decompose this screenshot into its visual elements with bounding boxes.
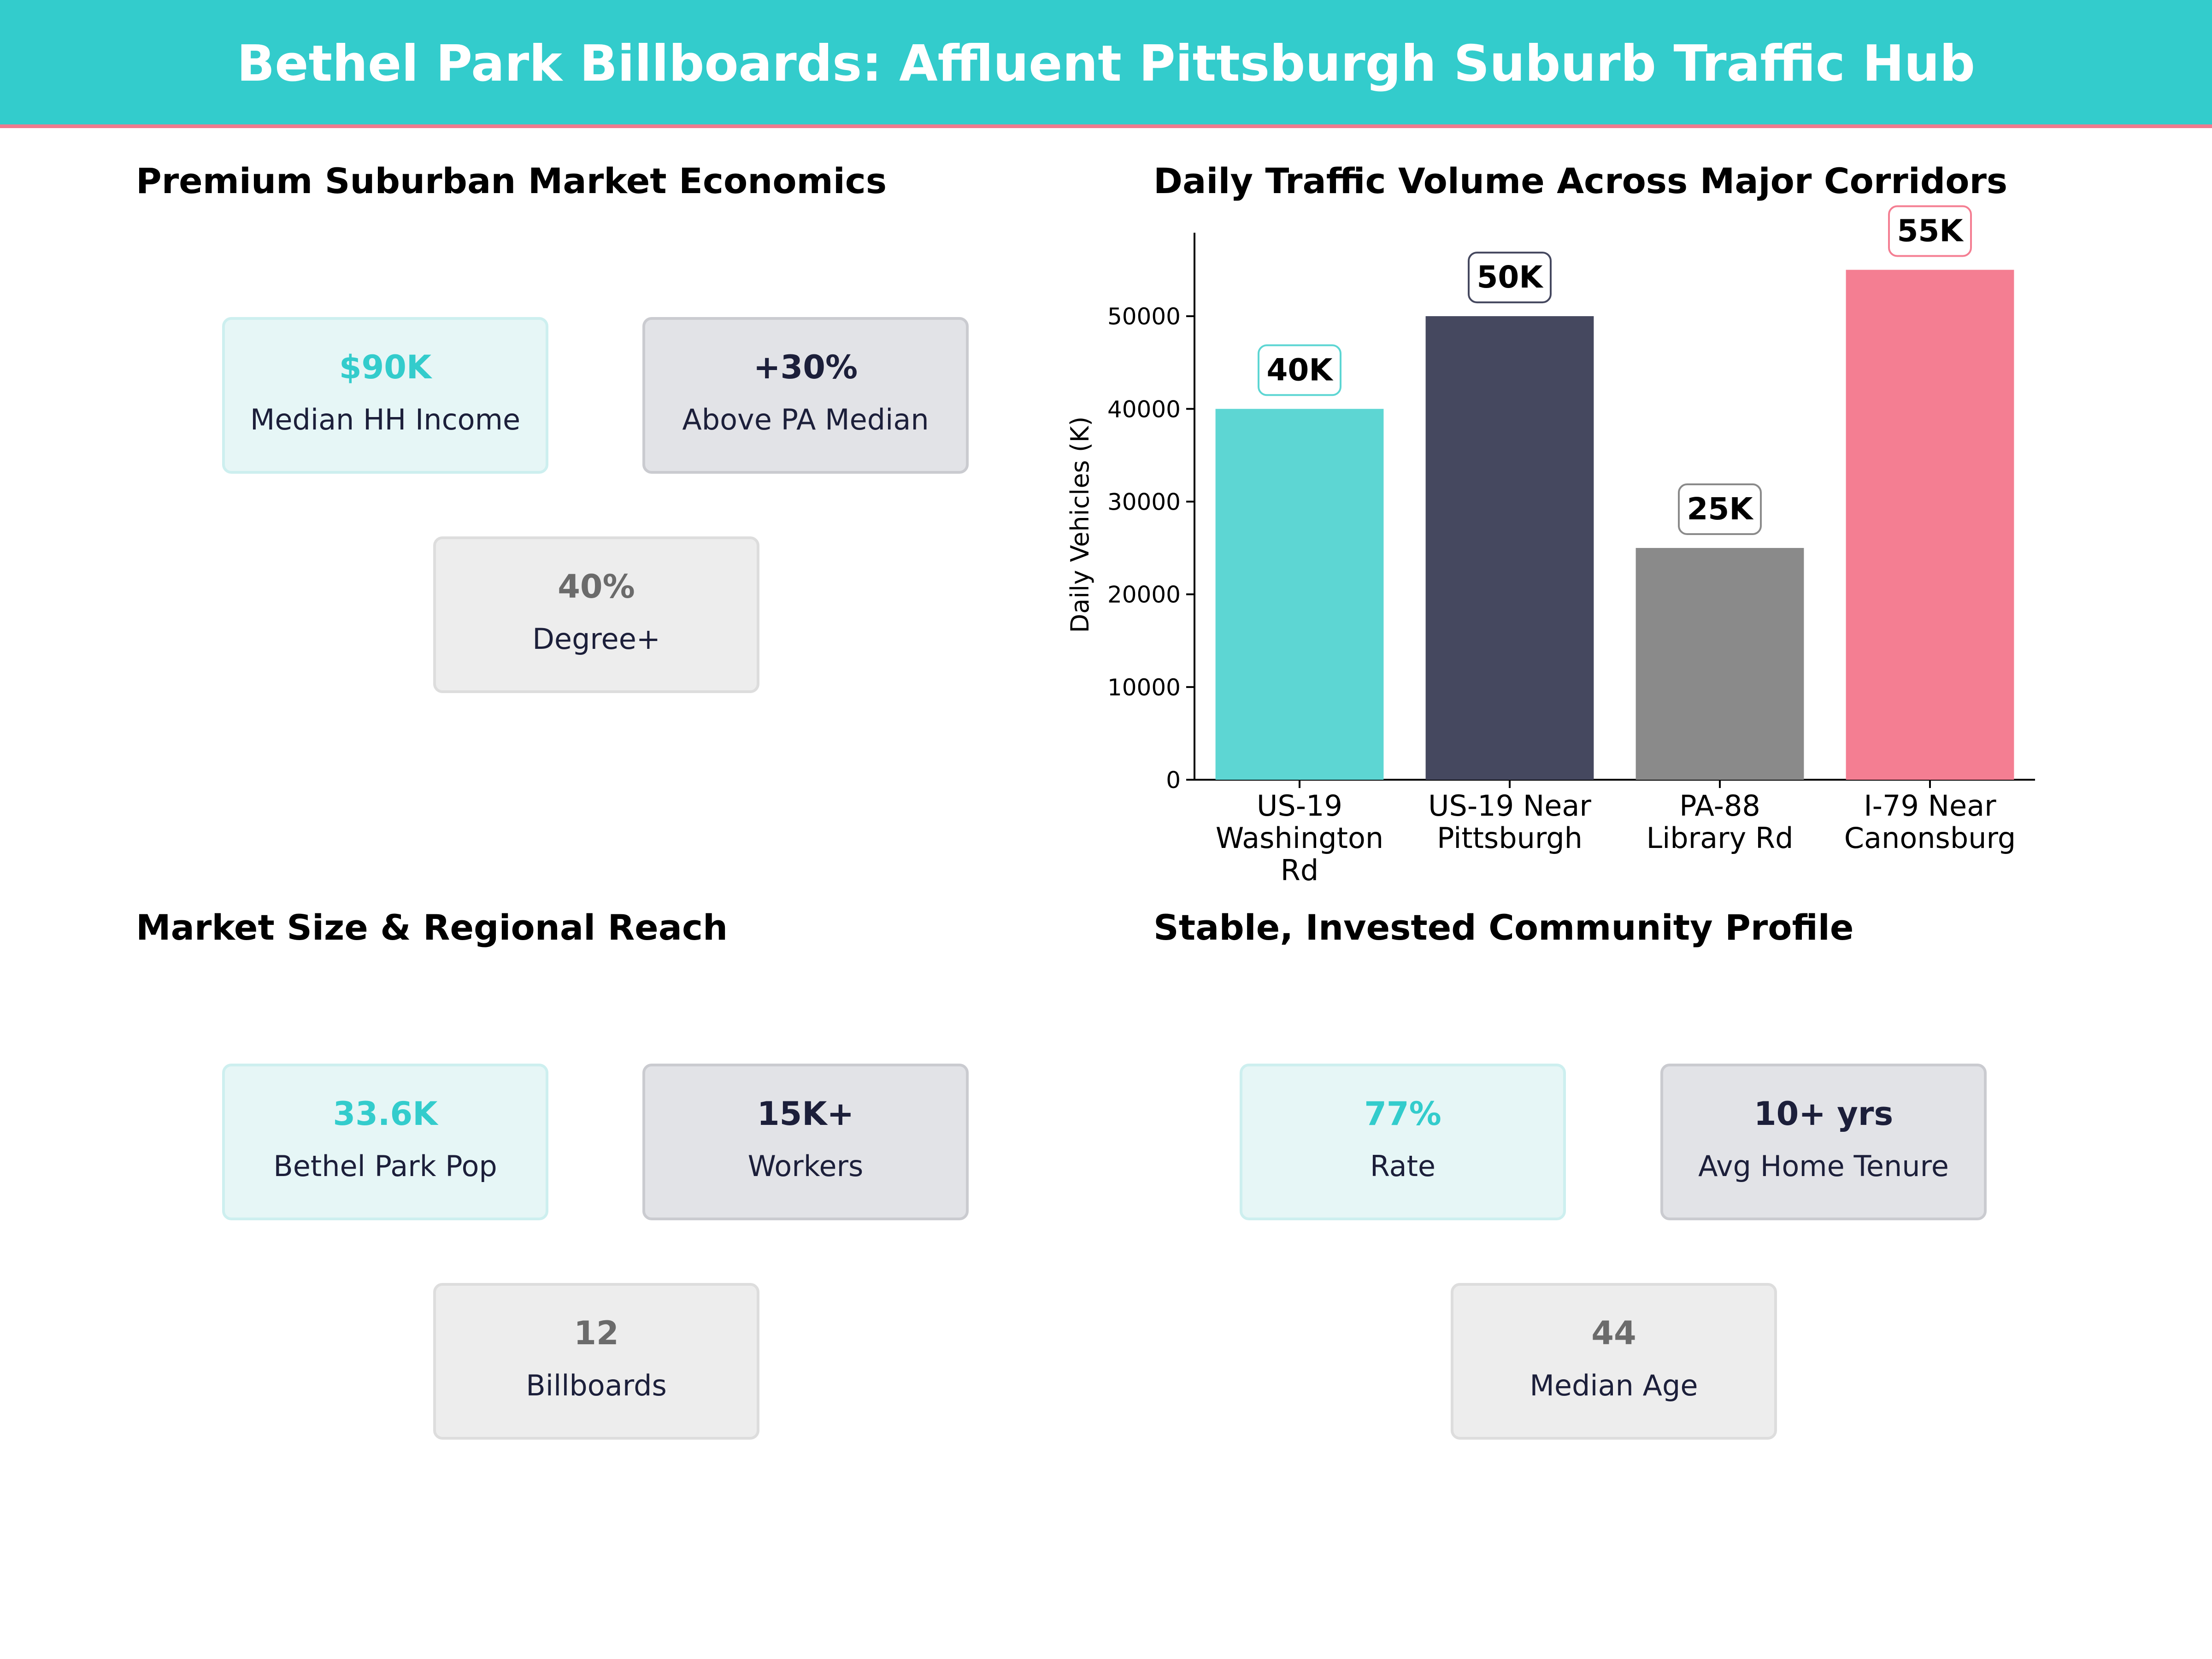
kpi-value: $90K <box>339 348 432 386</box>
kpi-card-home-tenure: 10+ yrs Avg Home Tenure <box>1660 1064 1987 1220</box>
kpi-value: 12 <box>574 1314 619 1352</box>
data-label: 25K <box>1687 491 1754 527</box>
y-tick-label: 50000 <box>1107 303 1181 330</box>
x-tick-label: Rd <box>1281 853 1318 887</box>
kpi-label: Avg Home Tenure <box>1698 1149 1949 1183</box>
data-label: 40K <box>1267 352 1334 388</box>
data-label: 50K <box>1477 259 1544 295</box>
kpi-card-above-median: +30% Above PA Median <box>642 317 969 474</box>
x-tick-label: I-79 Near <box>1864 789 1996 823</box>
kpi-card-median-income: $90K Median HH Income <box>222 317 548 474</box>
kpi-label: Rate <box>1370 1149 1436 1183</box>
bar <box>1215 409 1384 780</box>
x-tick-label: Library Rd <box>1647 821 1794 855</box>
bar <box>1635 548 1804 780</box>
kpi-label: Workers <box>747 1149 864 1183</box>
y-tick-label: 0 <box>1166 767 1181 794</box>
x-tick-label: Washington <box>1216 821 1383 855</box>
y-tick-label: 30000 <box>1107 488 1181 515</box>
kpi-label: Billboards <box>526 1369 667 1402</box>
x-tick-label: PA-88 <box>1679 789 1760 823</box>
bar <box>1425 316 1594 780</box>
data-label-box <box>1258 344 1341 396</box>
x-tick-label: US-19 Near <box>1428 789 1591 823</box>
kpi-card-median-age: 44 Median Age <box>1451 1283 1777 1440</box>
x-tick-label: Canonsburg <box>1844 821 2016 855</box>
x-tick-label: Pittsburgh <box>1437 821 1583 855</box>
kpi-value: +30% <box>753 348 858 386</box>
kpi-card-degree: 40% Degree+ <box>433 536 759 693</box>
kpi-label: Median HH Income <box>250 403 521 436</box>
kpi-value: 15K+ <box>757 1095 854 1133</box>
kpi-value: 40% <box>558 568 635 606</box>
y-tick-label: 40000 <box>1107 396 1181 423</box>
page-title: Bethel Park Billboards: Affluent Pittsbu… <box>236 35 1976 93</box>
data-label-box <box>1468 252 1552 304</box>
y-tick-label: 10000 <box>1107 674 1181 701</box>
kpi-label: Median Age <box>1530 1369 1698 1402</box>
data-label-box <box>1888 205 1972 257</box>
community-title: Stable, Invested Community Profile <box>1153 907 1854 948</box>
kpi-card-billboards: 12 Billboards <box>433 1283 759 1440</box>
economics-title: Premium Suburban Market Economics <box>136 160 887 201</box>
kpi-card-workers: 15K+ Workers <box>642 1064 969 1220</box>
kpi-value: 10+ yrs <box>1753 1095 1894 1133</box>
y-axis-label: Daily Vehicles (K) <box>1065 417 1094 633</box>
kpi-value: 77% <box>1364 1095 1441 1133</box>
kpi-value: 33.6K <box>333 1095 438 1133</box>
data-label: 55K <box>1897 213 1965 248</box>
header-bar: Bethel Park Billboards: Affluent Pittsbu… <box>0 0 2212 128</box>
kpi-label: Bethel Park Pop <box>273 1149 497 1183</box>
market-title: Market Size & Regional Reach <box>136 907 728 948</box>
kpi-value: 44 <box>1591 1314 1636 1352</box>
y-tick-label: 20000 <box>1107 582 1181 608</box>
kpi-label: Above PA Median <box>682 403 929 436</box>
data-label-box <box>1678 483 1762 535</box>
bar <box>1846 270 2014 780</box>
x-tick-label: US-19 <box>1257 789 1342 823</box>
kpi-label: Degree+ <box>532 622 660 656</box>
chart-title: Daily Traffic Volume Across Major Corrid… <box>1153 160 2008 201</box>
kpi-card-rate: 77% Rate <box>1240 1064 1566 1220</box>
kpi-card-population: 33.6K Bethel Park Pop <box>222 1064 548 1220</box>
